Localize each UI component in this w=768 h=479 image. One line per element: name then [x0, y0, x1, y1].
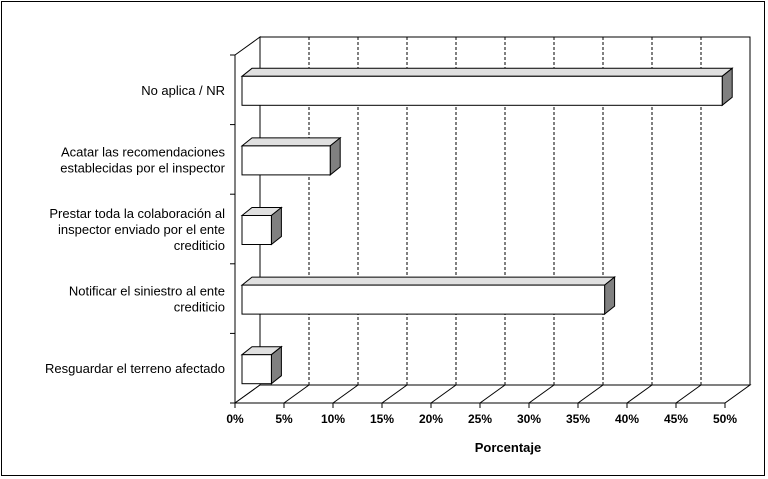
x-tick-label: 5%	[275, 412, 293, 426]
x-tick-label: 50%	[713, 412, 737, 426]
bar	[241, 145, 331, 176]
bar	[241, 354, 272, 385]
grid-line	[430, 384, 457, 404]
bar	[241, 75, 723, 106]
grid-line	[626, 384, 653, 404]
grid-line	[479, 384, 506, 404]
grid-line	[381, 384, 408, 404]
grid-line	[332, 384, 359, 404]
x-tick-label: 0%	[226, 412, 244, 426]
x-tick-label: 45%	[664, 412, 688, 426]
grid-line	[283, 384, 310, 404]
y-tick-label: Notificar el siniestro al ente crediticio	[69, 284, 225, 315]
x-axis-title: Porcentaje	[475, 440, 541, 455]
bar	[241, 284, 606, 315]
bar-top	[240, 276, 617, 286]
y-tick-label: Prestar toda la colaboración al inspector…	[49, 206, 225, 253]
x-tick-label: 10%	[321, 412, 345, 426]
x-tick-label: 30%	[517, 412, 541, 426]
bar-top	[240, 67, 734, 77]
x-tick-label: 35%	[566, 412, 590, 426]
x-tick-label: 40%	[615, 412, 639, 426]
grid-line	[675, 384, 702, 404]
x-tick-label: 25%	[468, 412, 492, 426]
y-tick-label: No aplica / NR	[141, 83, 225, 98]
bar-top	[240, 137, 342, 147]
grid-line	[528, 384, 555, 404]
y-tick-label: Resguardar el terreno afectado	[45, 361, 225, 376]
bar	[241, 215, 272, 245]
x-tick-label: 20%	[419, 412, 443, 426]
x-tick-label: 15%	[370, 412, 394, 426]
grid-line	[577, 384, 604, 404]
y-tick-label: Acatar las recomendaciones establecidas p…	[60, 144, 225, 175]
